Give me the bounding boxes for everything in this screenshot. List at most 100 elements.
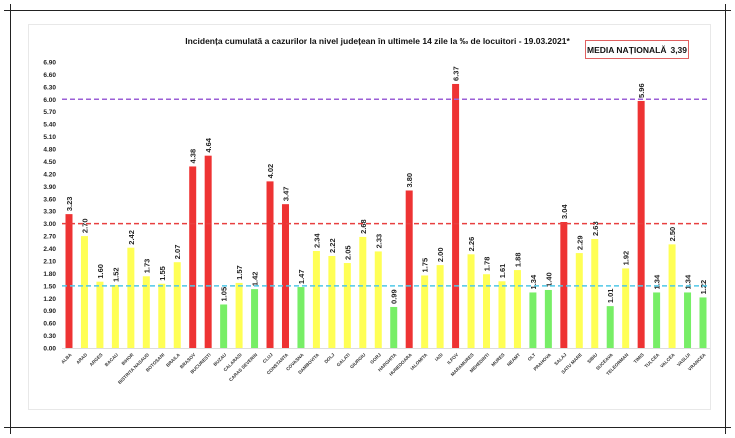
y-tick-label: 3.30 xyxy=(43,209,56,216)
data-label: 2.00 xyxy=(436,247,445,262)
y-tick-label: 4.80 xyxy=(43,147,56,154)
bar-constanta xyxy=(281,204,289,348)
y-tick-label: 1.50 xyxy=(43,283,56,290)
data-label: 1.73 xyxy=(142,259,151,274)
x-tick-label: CARAS SEVERIN xyxy=(228,352,259,383)
bar-bihor xyxy=(127,247,135,348)
bar-mehedinti xyxy=(483,274,491,348)
bar-cluj xyxy=(266,181,274,348)
x-tick-label: IALOMITA xyxy=(409,352,428,371)
y-tick-label: 5.70 xyxy=(43,109,56,116)
bar-dambovita xyxy=(312,251,320,348)
bar-suceava xyxy=(606,306,614,348)
national-average-box: MEDIA NAȚIONALĂ 3,39 xyxy=(585,40,689,59)
data-label: 1.78 xyxy=(483,257,492,272)
data-label: 3.23 xyxy=(65,197,74,212)
data-label: 1.34 xyxy=(653,274,662,289)
data-label: 1.34 xyxy=(684,274,693,289)
x-tick-label: BIHOR xyxy=(121,352,135,366)
bar-buzau xyxy=(220,304,228,348)
data-label: 1.47 xyxy=(297,269,306,284)
data-label: 2.26 xyxy=(467,237,476,252)
y-tick-label: 1.80 xyxy=(43,271,56,278)
y-tick-label: 6.30 xyxy=(43,84,56,91)
x-tick-label: MURES xyxy=(490,352,505,367)
data-label: 2.63 xyxy=(591,221,600,236)
data-label: 1.60 xyxy=(96,264,105,279)
bar-maramures xyxy=(467,254,475,348)
bar-vrancea xyxy=(699,297,707,348)
bar-bucuresti xyxy=(204,155,212,348)
y-tick-label: 3.00 xyxy=(43,221,56,228)
bar-neamt xyxy=(513,270,521,348)
data-label: 2.22 xyxy=(328,238,337,253)
data-label: 6.37 xyxy=(452,66,461,81)
data-label: 1.55 xyxy=(158,266,167,281)
frame-left-line xyxy=(10,4,11,434)
y-tick-label: 1.20 xyxy=(43,296,56,303)
bar-galati xyxy=(343,263,351,348)
data-label: 1.57 xyxy=(235,265,244,280)
data-label: 1.75 xyxy=(421,258,430,273)
bar-braila xyxy=(173,262,181,348)
bar-sibiu xyxy=(591,238,599,348)
x-tick-label: IASI xyxy=(434,352,444,362)
y-tick-label: 0.00 xyxy=(43,346,56,353)
data-label: 2.34 xyxy=(312,233,321,248)
x-tick-label: VALCEA xyxy=(659,352,676,369)
bar-covasna xyxy=(297,287,305,348)
y-tick-label: 4.50 xyxy=(43,159,56,166)
x-tick-label: ARGES xyxy=(89,352,104,367)
y-tick-label: 2.40 xyxy=(43,246,56,253)
x-tick-label: TIMIS xyxy=(633,352,645,364)
y-tick-label: 2.10 xyxy=(43,258,56,265)
bar-prahova xyxy=(544,289,552,348)
x-tick-label: SIBIU xyxy=(586,352,599,365)
frame-top-line xyxy=(4,10,731,11)
bar-olt xyxy=(529,292,537,348)
bar-alba xyxy=(65,214,73,348)
x-tick-label: GORJ xyxy=(369,352,382,365)
bar-harghita xyxy=(390,306,398,348)
data-label: 2.70 xyxy=(80,218,89,233)
y-tick-label: 5.40 xyxy=(43,122,56,129)
y-tick-label: 5.10 xyxy=(43,134,56,141)
data-label: 1.42 xyxy=(251,272,260,287)
bar-salaj xyxy=(560,221,568,348)
y-tick-label: 4.20 xyxy=(43,171,56,178)
data-label: 1.01 xyxy=(606,289,615,304)
data-label: 2.29 xyxy=(575,235,584,250)
data-label: 4.38 xyxy=(189,149,198,164)
x-tick-label: GIURGIU xyxy=(349,352,367,370)
x-tick-label: NEAMT xyxy=(506,352,521,367)
x-tick-label: ARAD xyxy=(75,352,88,365)
y-tick-label: 0.30 xyxy=(43,333,56,340)
bar-vaslui xyxy=(684,292,692,348)
bar-tulcea xyxy=(653,292,661,348)
x-tick-label: BACAU xyxy=(104,352,120,368)
national-average-label: MEDIA NAȚIONALĂ xyxy=(586,44,667,55)
chart-title: Incidența cumulată a cazurilor la nivel … xyxy=(185,36,570,46)
data-label: 2.42 xyxy=(127,230,136,245)
bar-giurgiu xyxy=(359,236,367,348)
data-label: 3.04 xyxy=(560,204,569,219)
x-tick-label: TULCEA xyxy=(644,352,661,369)
data-label: 2.68 xyxy=(359,219,368,234)
frame-bottom-line xyxy=(4,427,731,428)
bar-dolj xyxy=(328,255,336,348)
x-tick-label: DOLJ xyxy=(323,352,336,365)
bar-ilfov xyxy=(452,83,460,349)
data-label: 2.50 xyxy=(668,227,677,242)
national-average-value: 3,39 xyxy=(670,44,688,55)
y-tick-label: 6.00 xyxy=(43,97,56,104)
x-tick-label: OLT xyxy=(527,352,537,362)
data-label: 2.33 xyxy=(374,234,383,249)
bar-mures xyxy=(498,281,506,348)
x-tick-label: ALBA xyxy=(60,352,73,365)
frame-right-line xyxy=(725,4,726,434)
y-tick-label: 0.90 xyxy=(43,308,56,315)
chart-area xyxy=(28,24,711,410)
bar-valcea xyxy=(668,244,676,348)
y-tick-label: 0.60 xyxy=(43,321,56,328)
